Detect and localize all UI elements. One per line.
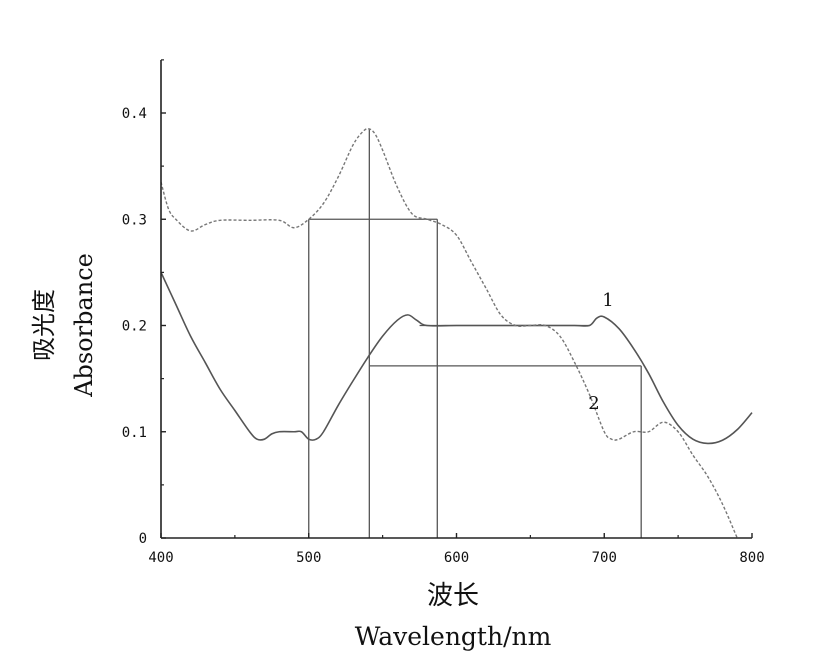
x-tick-label: 400 xyxy=(148,550,173,566)
x-tick-label: 800 xyxy=(739,550,764,566)
x-tick-label: 500 xyxy=(296,550,321,566)
series-line-1 xyxy=(160,272,753,445)
y-tick-label: 0.4 xyxy=(122,106,147,122)
x-tick-label: 700 xyxy=(592,550,617,566)
reference-lines xyxy=(308,128,642,538)
curve-label-1: 1 xyxy=(602,290,613,311)
y-axis-title: Absorbance xyxy=(70,253,98,398)
series-line-2 xyxy=(160,127,738,539)
y-tick-label: 0.2 xyxy=(122,319,147,335)
y-tick-label: 0.3 xyxy=(122,212,147,228)
series-layer xyxy=(160,127,753,539)
x-tick-label: 600 xyxy=(444,550,469,566)
x-axis-title: Wavelength/nm xyxy=(355,622,552,651)
y-tick-label: 0 xyxy=(139,531,147,547)
y-tick-label: 0.1 xyxy=(122,425,147,441)
axes xyxy=(160,59,753,539)
x-axis-title-cn: 波长 xyxy=(427,581,479,611)
curve-label-2: 2 xyxy=(588,393,599,414)
tick-labels: 0 0.1 0.2 0.3 0.4 400 500 600 700 800 xyxy=(122,106,765,566)
y-axis-title-cn: 吸光度 xyxy=(30,289,58,361)
